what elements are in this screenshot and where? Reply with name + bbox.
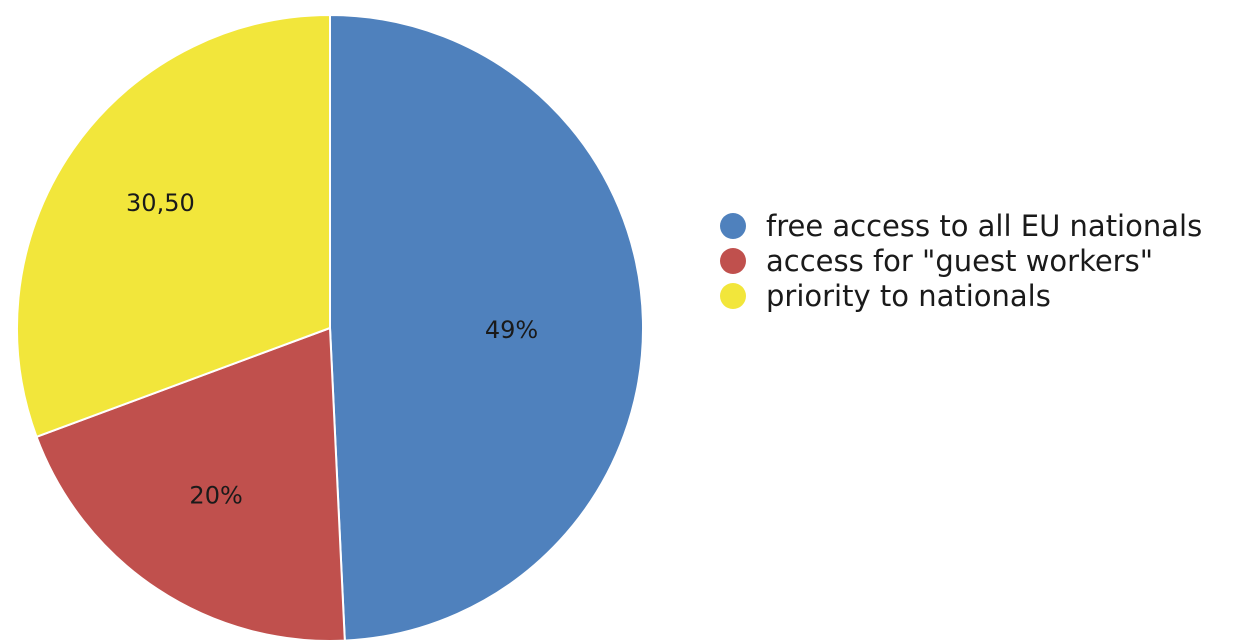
pie-slice [329, 13, 644, 642]
legend-swatch [720, 212, 746, 239]
pie-slice-labels: 49% 20% 30,50 [126, 189, 538, 509]
legend-label: access for "guest workers" [766, 243, 1154, 278]
pie-slice-label: 30,50 [126, 189, 195, 217]
pie-slice-label: 49% [485, 316, 538, 344]
legend-item-guest-workers: access for "guest workers" [720, 243, 1202, 278]
legend: free access to all EU nationals access f… [720, 208, 1202, 313]
pie-slice [35, 326, 346, 643]
legend-item-priority-nationals: priority to nationals [720, 278, 1202, 313]
pie-slices [16, 13, 644, 643]
pie-slice [16, 13, 331, 439]
legend-swatch [720, 282, 746, 309]
legend-item-free-access: free access to all EU nationals [720, 208, 1202, 243]
legend-label: priority to nationals [766, 278, 1051, 313]
pie-slice-label: 20% [189, 481, 242, 509]
legend-label: free access to all EU nationals [766, 208, 1203, 243]
legend-swatch [720, 247, 746, 274]
